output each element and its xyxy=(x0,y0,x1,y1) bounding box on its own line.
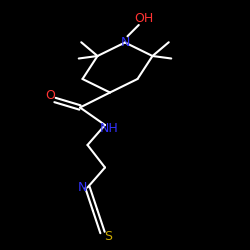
Text: NH: NH xyxy=(100,122,119,134)
Text: S: S xyxy=(104,230,112,243)
Text: N: N xyxy=(78,181,87,194)
Text: O: O xyxy=(46,89,56,102)
Text: N: N xyxy=(120,36,130,49)
Text: OH: OH xyxy=(134,12,154,25)
